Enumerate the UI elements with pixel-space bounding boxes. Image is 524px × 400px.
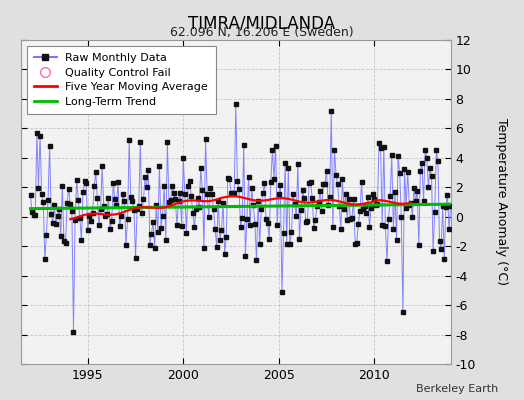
Legend: Raw Monthly Data, Quality Control Fail, Five Year Moving Average, Long-Term Tren: Raw Monthly Data, Quality Control Fail, …	[27, 46, 216, 114]
Text: Berkeley Earth: Berkeley Earth	[416, 384, 498, 394]
Text: TIMRA/MIDLANDA: TIMRA/MIDLANDA	[189, 14, 335, 32]
Y-axis label: Temperature Anomaly (°C): Temperature Anomaly (°C)	[495, 118, 508, 286]
Text: 62.096 N, 16.206 E (Sweden): 62.096 N, 16.206 E (Sweden)	[170, 26, 354, 39]
